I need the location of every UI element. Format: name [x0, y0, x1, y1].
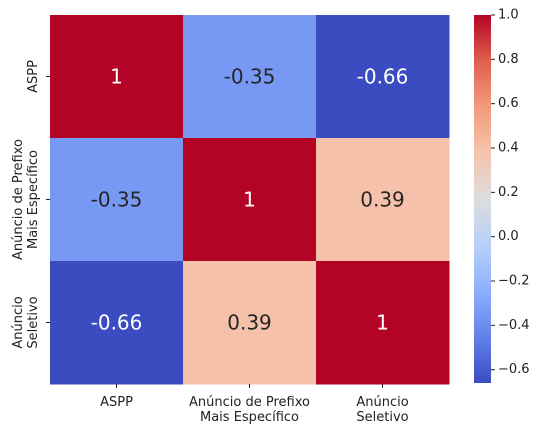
colorbar-tick-label: 0.4 [498, 141, 519, 156]
colorbar-tick-label: 0.0 [498, 229, 519, 244]
colorbar-tick-label: −0.2 [498, 274, 530, 289]
cell-value-label: 1 [110, 65, 123, 89]
colorbar-tick-label: −0.4 [498, 318, 530, 333]
y-tick-label: ASPP [26, 60, 41, 93]
x-tick-label: ASPP [100, 395, 133, 410]
colorbar-ticks: 1.0 0.8 0.6 0.4 0.2 0.0 −0.2 −0.4 −0.6 [491, 8, 530, 378]
cell-value-label: 0.39 [360, 188, 405, 212]
x-tick-label: Anúncio de Prefixo Mais Específico [189, 395, 310, 425]
x-tick-label: Anúncio Seletivo [356, 395, 408, 425]
y-tick-label: AnúncioSeletivo [11, 296, 41, 348]
cell-value-label: -0.35 [91, 188, 143, 212]
cell-value-label: -0.35 [224, 65, 276, 89]
y-tick-label: Anúncio de PrefixoMais Específico [11, 139, 41, 260]
x-axis: ASPP Anúncio de Prefixo Mais Específico Anú… [100, 384, 409, 425]
cell-value-label: -0.66 [357, 65, 409, 89]
colorbar-tick-label: 0.6 [498, 96, 519, 111]
colorbar-tick-label: 0.2 [498, 185, 519, 200]
colorbar-gradient [474, 15, 491, 383]
y-axis: ASPP Anúncio de PrefixoMais Específico Anú… [11, 60, 50, 349]
cell-value-label: 0.39 [227, 311, 272, 335]
colorbar: 1.0 0.8 0.6 0.4 0.2 0.0 −0.2 −0.4 −0.6 [474, 8, 530, 384]
cell-value-label: -0.66 [91, 311, 143, 335]
colorbar-tick-label: −0.6 [498, 362, 530, 377]
colorbar-tick-label: 1.0 [498, 8, 519, 23]
cell-value-label: 1 [376, 311, 389, 335]
cell-value-label: 1 [243, 188, 256, 212]
colorbar-tick-label: 0.8 [498, 52, 519, 67]
